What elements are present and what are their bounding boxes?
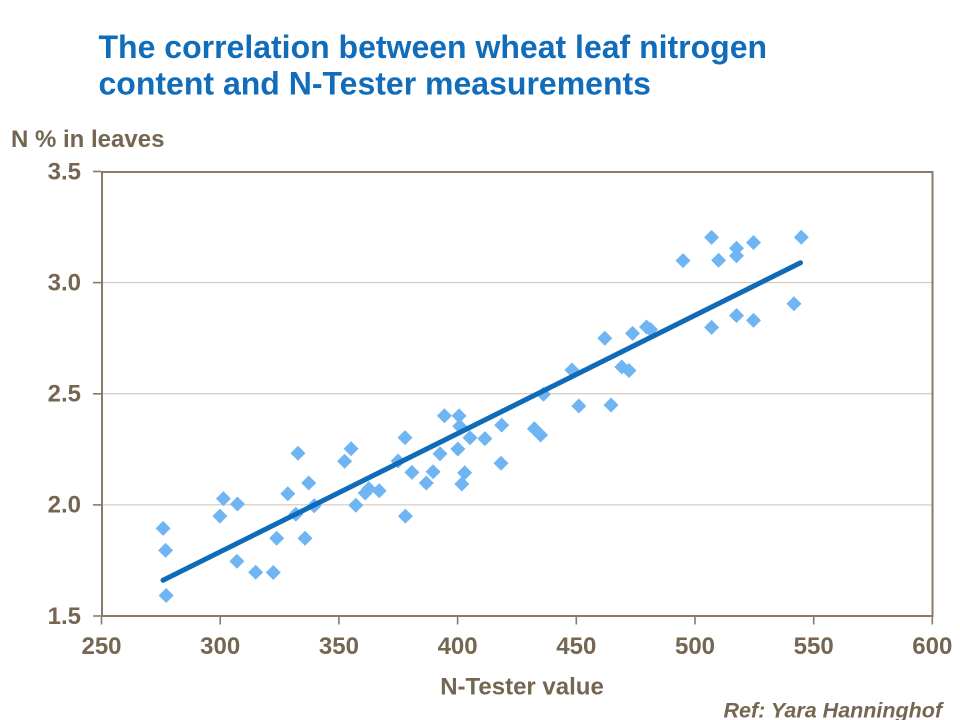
svg-text:2.5: 2.5 [48,381,81,408]
svg-text:350: 350 [319,633,359,660]
svg-text:3.5: 3.5 [48,158,81,185]
svg-text:N-Tester value: N-Tester value [440,673,604,700]
svg-text:Ref: Yara Hanninghof: Ref: Yara Hanninghof [724,698,944,720]
svg-text:550: 550 [794,633,834,660]
svg-text:3.0: 3.0 [48,269,81,296]
svg-text:450: 450 [556,633,596,660]
svg-text:600: 600 [912,633,952,660]
svg-text:500: 500 [675,633,715,660]
svg-text:content and N-Tester measureme: content and N-Tester measurements [99,66,651,102]
svg-text:250: 250 [81,633,121,660]
svg-text:400: 400 [438,633,478,660]
svg-text:1.5: 1.5 [48,603,81,630]
svg-text:2.0: 2.0 [48,492,81,519]
svg-text:300: 300 [200,633,240,660]
svg-text:N % in leaves: N % in leaves [11,126,164,153]
svg-text:The correlation between wheat: The correlation between wheat leaf nitro… [99,29,768,65]
